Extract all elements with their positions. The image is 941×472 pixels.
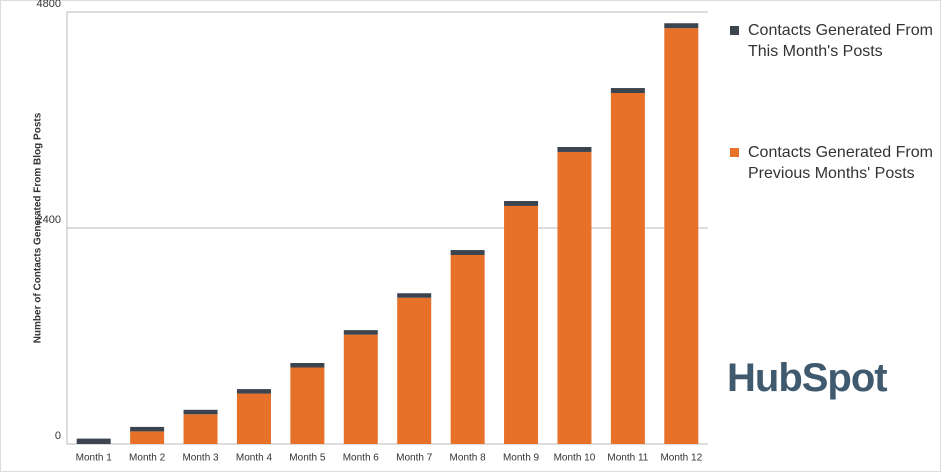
legend-label: Contacts Generated From Previous Months'… bbox=[748, 144, 933, 182]
y-tick-label: 0 bbox=[55, 430, 61, 442]
bar-segment bbox=[130, 431, 165, 444]
x-tick-label: Month 12 bbox=[660, 453, 702, 464]
legend-label: Contacts Generated From This Month's Pos… bbox=[748, 22, 933, 60]
x-tick-label: Month 9 bbox=[503, 453, 540, 464]
x-tick-label: Month 5 bbox=[289, 453, 326, 464]
bar-segment bbox=[183, 414, 218, 444]
bar-segment bbox=[504, 205, 539, 444]
bar-segment bbox=[236, 393, 271, 444]
y-tick-label: 4800 bbox=[37, 0, 61, 10]
bar-segment bbox=[343, 330, 378, 335]
bar-segment bbox=[397, 297, 432, 444]
bar-segment bbox=[664, 28, 699, 444]
legend-swatch bbox=[730, 148, 739, 157]
x-tick-label: Month 1 bbox=[76, 453, 113, 464]
bar-segment bbox=[450, 250, 485, 255]
legend-item: Contacts Generated From This Month's Pos… bbox=[730, 20, 941, 62]
bar-segment bbox=[236, 389, 271, 394]
y-tick-label: 2400 bbox=[37, 214, 61, 226]
logo: HubSpot bbox=[727, 356, 888, 400]
x-tick-label: Month 2 bbox=[129, 453, 166, 464]
bar-segment bbox=[610, 88, 645, 93]
x-tick-label: Month 10 bbox=[554, 453, 596, 464]
bar-segment bbox=[664, 23, 699, 29]
legend-swatch bbox=[730, 26, 739, 35]
bar-segment bbox=[450, 255, 485, 444]
y-axis-label: Number of Contacts Generated From Blog P… bbox=[33, 112, 44, 343]
bar-segment bbox=[343, 334, 378, 444]
x-tick-label: Month 4 bbox=[236, 453, 273, 464]
bar-segment bbox=[557, 151, 592, 444]
bar-segment bbox=[183, 409, 218, 415]
bar-segment bbox=[130, 426, 165, 432]
x-tick-label: Month 11 bbox=[607, 453, 648, 464]
bar-segment bbox=[76, 438, 111, 444]
x-tick-label: Month 6 bbox=[343, 453, 380, 464]
x-tick-label: Month 7 bbox=[396, 453, 433, 464]
bar-segment bbox=[504, 201, 539, 206]
x-tick-label: Month 3 bbox=[182, 453, 219, 464]
bar-segment bbox=[610, 93, 645, 444]
bar-segment bbox=[290, 367, 325, 444]
bar-segment bbox=[557, 147, 592, 152]
bar-segment bbox=[290, 363, 325, 368]
bar-segment bbox=[397, 293, 432, 298]
legend-item: Contacts Generated From Previous Months'… bbox=[730, 142, 941, 184]
x-tick-label: Month 8 bbox=[450, 453, 487, 464]
